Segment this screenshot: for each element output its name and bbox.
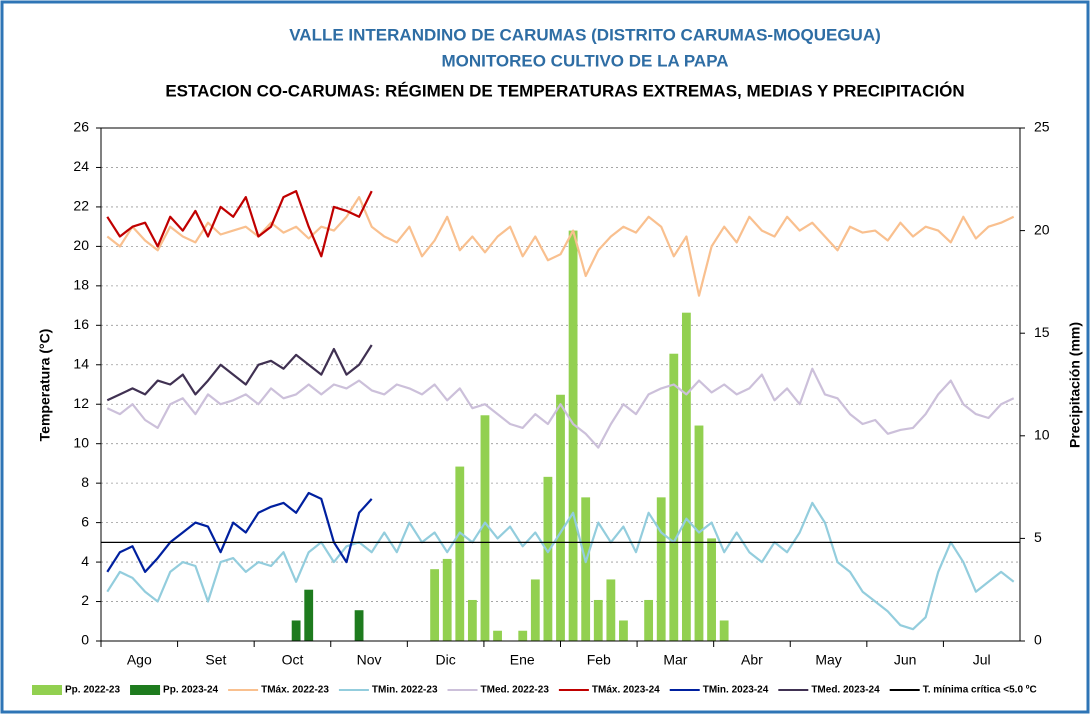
legend-label: TMed. 2023-24 [811,685,880,696]
line [106,190,373,258]
bar [707,538,716,641]
y-tick-label: 26 [73,119,89,135]
bar [467,599,477,641]
bar [543,476,553,641]
bar [681,312,691,641]
bar [656,497,666,641]
chart-heading: ESTACION CO-CARUMAS: RÉGIMEN DE TEMPERAT… [165,81,964,100]
y-tick-label: 14 [73,355,89,371]
bar [291,620,301,641]
x-tick-label: Ago [127,652,152,668]
y-tick-label: 24 [73,158,89,174]
bar [455,466,465,641]
y-tick-label: 8 [81,474,89,490]
bar [530,579,540,641]
bar [304,589,314,641]
y-tick-label: 18 [73,277,89,293]
y-tick-label: 20 [73,237,89,253]
bar [719,620,729,641]
bar [518,630,528,641]
bar [493,630,502,641]
y-tick-label: 6 [81,513,89,529]
plot-frame [100,127,1021,642]
legend-swatch [130,685,161,695]
y-tick-label: 16 [73,316,89,332]
line [106,367,1015,449]
y2-tick-label: 15 [1034,324,1050,340]
x-tick-label: Dic [436,652,456,668]
x-tick-label: Nov [357,652,382,668]
bar [568,230,578,641]
bar [354,610,364,641]
bar [644,599,654,641]
line [106,501,1015,631]
bar [442,558,452,641]
bar [593,599,603,641]
x-tick-label: Jul [973,652,991,668]
x-tick-label: Ene [510,652,535,668]
bar [606,579,616,641]
y2-axis-title: Precipitación (mm) [1067,322,1083,448]
legend-label: Pp. 2023-24 [163,685,218,696]
y2-tick-label: 25 [1034,119,1050,135]
legend-label: TMin. 2022-23 [372,685,438,696]
y-axis-title: Temperatura (°C) [37,329,53,442]
y-tick-label: 22 [73,198,89,214]
x-tick-label: Abr [741,652,763,668]
bar [430,569,440,641]
line [106,491,373,573]
x-tick-label: Feb [587,652,611,668]
legend-label: Pp. 2022-23 [65,685,120,696]
y2-tick-label: 5 [1034,529,1042,545]
x-tick-label: Oct [282,652,304,668]
legend-swatch [32,685,62,695]
chart-title: VALLE INTERANDINO DE CARUMAS (DISTRITO C… [289,25,881,44]
y-tick-label: 10 [73,434,89,450]
y-tick-label: 4 [81,553,89,569]
x-tick-label: Set [205,652,226,668]
bar [480,415,490,641]
bar [556,394,565,641]
x-tick-label: Mar [663,652,687,668]
bar [581,497,591,641]
x-tick-label: May [815,652,841,668]
x-tick-label: Jun [894,652,917,668]
legend-label: TMáx. 2023-24 [592,685,660,696]
y2-tick-label: 10 [1034,427,1050,443]
y-tick-label: 12 [73,395,89,411]
line [106,344,373,402]
legend-label: TMáx. 2022-23 [261,685,329,696]
bar [619,620,628,641]
chart-subtitle: MONITOREO CULTIVO DE LA PAPA [441,51,728,70]
y2-tick-label: 0 [1034,632,1042,648]
legend-label: TMed. 2022-23 [481,685,550,696]
y2-tick-label: 20 [1034,221,1050,237]
y-tick-label: 0 [81,632,89,648]
y-tick-label: 2 [81,592,89,608]
bar [669,353,679,641]
legend-label: TMin. 2023-24 [703,685,769,696]
legend-label: T. mínima crítica <5.0 ºC [923,685,1037,696]
